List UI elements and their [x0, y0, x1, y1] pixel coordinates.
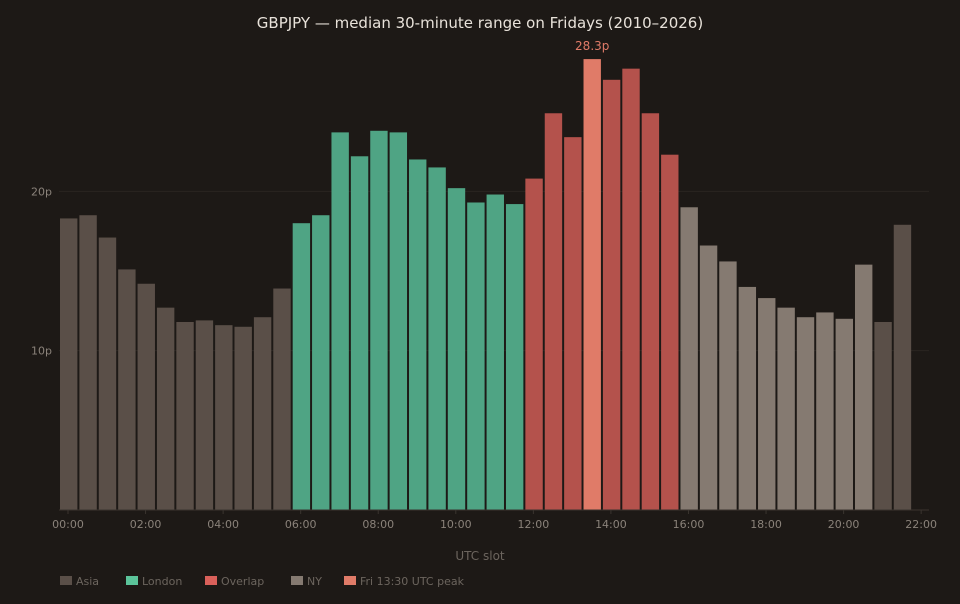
- x-tick-label: 18:00: [750, 518, 782, 531]
- legend-item-asia: Asia: [60, 575, 99, 588]
- bar-0030: [79, 215, 97, 511]
- legend-label: London: [142, 575, 182, 588]
- y-tick-label: 10p: [31, 345, 52, 358]
- bar-1900: [796, 317, 815, 510]
- bar-0930: [428, 167, 446, 510]
- bar-0200: [137, 283, 155, 510]
- legend-item-peak: Fri 13:30 UTC peak: [344, 575, 465, 588]
- bar-0230: [156, 307, 175, 510]
- x-tick-label: 06:00: [285, 518, 317, 531]
- bar-0400: [215, 325, 233, 510]
- legend-item-overlap: Overlap: [205, 575, 264, 588]
- bar-1000: [447, 188, 466, 510]
- x-axis-title: UTC slot: [455, 549, 505, 563]
- bar-2130: [893, 224, 912, 511]
- chart-title: GBPJPY — median 30-minute range on Frida…: [257, 14, 703, 32]
- bar-1330: [583, 59, 601, 511]
- bar-0430: [234, 326, 252, 510]
- legend-swatch: [291, 576, 303, 585]
- bars: [60, 59, 912, 511]
- bar-1100: [486, 194, 504, 510]
- bar-0330: [195, 320, 214, 510]
- bar-1200: [525, 178, 543, 510]
- bar-1030: [467, 202, 485, 511]
- bar-1730: [738, 286, 757, 510]
- y-axis-ticks: 10p 20p: [31, 185, 52, 357]
- legend-label: Fri 13:30 UTC peak: [360, 575, 465, 588]
- bar-0000: [60, 218, 78, 511]
- legend-item-london: London: [126, 575, 182, 588]
- bar-1630: [699, 245, 718, 510]
- bar-0700: [331, 132, 349, 510]
- bar-2030: [854, 264, 873, 510]
- legend-swatch: [205, 576, 217, 585]
- bar-1530: [661, 154, 679, 510]
- bar-0800: [370, 130, 388, 511]
- legend-swatch: [126, 576, 138, 585]
- bar-1230: [544, 113, 563, 510]
- bar-0900: [409, 159, 427, 510]
- x-tick-label: 02:00: [130, 518, 162, 531]
- x-tick-label: 14:00: [595, 518, 627, 531]
- x-axis-ticks: 00:00 02:00 04:00 06:00 08:00 10:00 12:00 14:00…: [52, 510, 937, 531]
- bar-0600: [292, 223, 311, 510]
- bar-2000: [835, 318, 853, 510]
- bar-0630: [312, 215, 330, 511]
- y-tick-label: 20p: [31, 185, 52, 198]
- bar-1500: [641, 113, 660, 510]
- legend-swatch: [344, 576, 356, 585]
- legend-label: NY: [307, 575, 322, 588]
- x-tick-label: 04:00: [207, 518, 239, 531]
- x-tick-label: 20:00: [828, 518, 860, 531]
- legend-swatch: [60, 576, 72, 585]
- x-tick-label: 12:00: [518, 518, 550, 531]
- x-tick-label: 22:00: [905, 518, 937, 531]
- bar-1700: [719, 261, 737, 510]
- bar-1400: [602, 79, 621, 511]
- bar-0500: [253, 317, 272, 510]
- legend-item-ny: NY: [291, 575, 322, 588]
- legend: Asia London Overlap NY Fri 13:30 UTC peak: [60, 575, 465, 588]
- bar-0530: [273, 288, 291, 510]
- x-tick-label: 08:00: [362, 518, 394, 531]
- x-tick-label: 10:00: [440, 518, 472, 531]
- bar-1430: [622, 68, 640, 511]
- bar-1800: [758, 298, 776, 510]
- x-tick-label: 16:00: [673, 518, 705, 531]
- bar-2100: [874, 321, 892, 510]
- legend-label: Overlap: [221, 575, 264, 588]
- bar-1600: [680, 207, 698, 510]
- bar-0300: [176, 321, 194, 510]
- bar-0730: [350, 156, 369, 510]
- x-tick-label: 00:00: [52, 518, 84, 531]
- bar-1300: [564, 137, 582, 510]
- bar-1930: [816, 312, 834, 510]
- bar-0830: [389, 132, 408, 510]
- bar-1830: [777, 307, 795, 510]
- legend-label: Asia: [76, 575, 99, 588]
- bar-1130: [505, 204, 524, 510]
- bar-0130: [118, 269, 136, 510]
- peak-data-label: 28.3p: [575, 39, 609, 53]
- bar-0100: [98, 237, 117, 511]
